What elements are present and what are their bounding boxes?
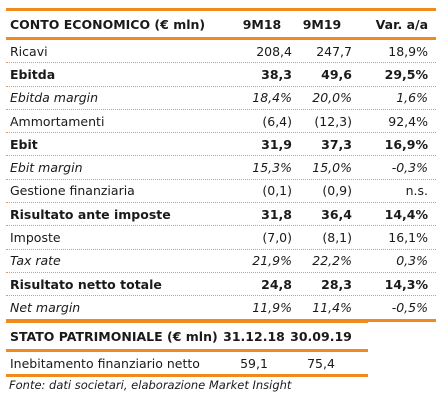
row-var: -0,5% xyxy=(391,299,428,315)
row-9m19: 49,6 xyxy=(321,66,352,82)
row-var: 29,5% xyxy=(384,66,428,82)
income-header-title: CONTO ECONOMICO (€ mln) xyxy=(10,16,206,32)
row-var: n.s. xyxy=(405,183,428,199)
balance-sheet-table: STATO PATRIMONIALE (€ mln) 31.12.18 30.0… xyxy=(6,320,368,378)
row-9m18: 24,8 xyxy=(261,276,292,292)
row-9m18: (0,1) xyxy=(262,183,292,199)
row-label: Risultato ante imposte xyxy=(10,206,171,222)
row-9m19: (12,3) xyxy=(314,113,352,129)
row-9m18: (6,4) xyxy=(262,113,292,129)
balance-header-30-09-19: 30.09.19 xyxy=(290,328,352,344)
table-row: Ebitda 38,3 49,6 29,5% xyxy=(6,63,436,87)
row-var: 18,9% xyxy=(388,43,428,59)
table-row: Tax rate 21,9% 22,2% 0,3% xyxy=(6,250,436,273)
row-9m18: 38,3 xyxy=(261,66,292,82)
table-row: Imposte (7,0) (8,1) 16,1% xyxy=(6,226,436,250)
table-row: Net margin 11,9% 11,4% -0,5% xyxy=(6,296,436,322)
income-header-var: Var. a/a xyxy=(375,16,428,32)
row-9m19: 11,4% xyxy=(312,299,352,315)
row-var: 92,4% xyxy=(388,113,428,129)
row-var: -0,3% xyxy=(391,160,428,176)
table-row: Gestione finanziaria (0,1) (0,9) n.s. xyxy=(6,180,436,204)
row-9m19: 15,0% xyxy=(312,160,352,176)
row-var: 14,4% xyxy=(384,206,428,222)
table-row: Inebitamento finanziario netto 59,1 75,4 xyxy=(6,352,368,378)
row-label: Ebit xyxy=(10,136,38,152)
row-9m18: 208,4 xyxy=(256,43,292,59)
row-9m19: 37,3 xyxy=(321,136,352,152)
row-9m19: (0,9) xyxy=(322,183,352,199)
table-row: Risultato netto totale 24,8 28,3 14,3% xyxy=(6,273,436,297)
row-9m18: (7,0) xyxy=(262,230,292,246)
income-statement-table: CONTO ECONOMICO (€ mln) 9M18 9M19 Var. a… xyxy=(6,8,436,322)
row-9m18: 31,9 xyxy=(261,136,292,152)
row-9m19: 28,3 xyxy=(321,276,352,292)
row-9m19: 247,7 xyxy=(316,43,352,59)
table-row: Ebitda margin 18,4% 20,0% 1,6% xyxy=(6,87,436,110)
row-30-09-19: 75,4 xyxy=(307,355,335,371)
table-row: Ebit 31,9 37,3 16,9% xyxy=(6,133,436,157)
row-9m19: 36,4 xyxy=(321,206,352,222)
row-var: 16,9% xyxy=(384,136,428,152)
source-note: Fonte: dati societari, elaborazione Mark… xyxy=(9,378,292,392)
row-label: Gestione finanziaria xyxy=(10,183,135,199)
row-31-12-18: 59,1 xyxy=(240,355,268,371)
row-9m18: 15,3% xyxy=(252,160,292,176)
balance-header-row: STATO PATRIMONIALE (€ mln) 31.12.18 30.0… xyxy=(6,320,368,352)
row-var: 14,3% xyxy=(384,276,428,292)
income-header-9m19: 9M19 xyxy=(302,16,342,32)
row-label: Tax rate xyxy=(10,253,61,269)
row-9m19: 20,0% xyxy=(312,90,352,106)
row-label: Net margin xyxy=(10,299,81,315)
row-label: Ebitda margin xyxy=(10,90,99,106)
row-9m18: 11,9% xyxy=(252,299,292,315)
row-var: 16,1% xyxy=(388,230,428,246)
row-label: Ammortamenti xyxy=(10,113,105,129)
row-label: Ricavi xyxy=(10,43,48,59)
balance-header-title: STATO PATRIMONIALE (€ mln) xyxy=(10,328,218,344)
row-label: Ebitda xyxy=(10,66,56,82)
row-9m19: (8,1) xyxy=(322,230,352,246)
table-row: Ammortamenti (6,4) (12,3) 92,4% xyxy=(6,110,436,134)
income-header-9m18: 9M18 xyxy=(242,16,282,32)
row-9m18: 31,8 xyxy=(261,206,292,222)
row-label: Ebit margin xyxy=(10,160,83,176)
row-9m19: 22,2% xyxy=(312,253,352,269)
balance-header-31-12-18: 31.12.18 xyxy=(223,328,285,344)
row-9m18: 18,4% xyxy=(252,90,292,106)
table-row: Ebit margin 15,3% 15,0% -0,3% xyxy=(6,156,436,180)
row-label: Imposte xyxy=(10,230,61,246)
table-row: Ricavi 208,4 247,7 18,9% xyxy=(6,40,436,64)
row-9m18: 21,9% xyxy=(252,253,292,269)
row-label: Inebitamento finanziario netto xyxy=(10,355,200,371)
row-label: Risultato netto totale xyxy=(10,276,162,292)
row-var: 1,6% xyxy=(396,90,428,106)
income-header-row: CONTO ECONOMICO (€ mln) 9M18 9M19 Var. a… xyxy=(6,8,436,40)
row-var: 0,3% xyxy=(396,253,428,269)
table-row: Risultato ante imposte 31,8 36,4 14,4% xyxy=(6,203,436,227)
